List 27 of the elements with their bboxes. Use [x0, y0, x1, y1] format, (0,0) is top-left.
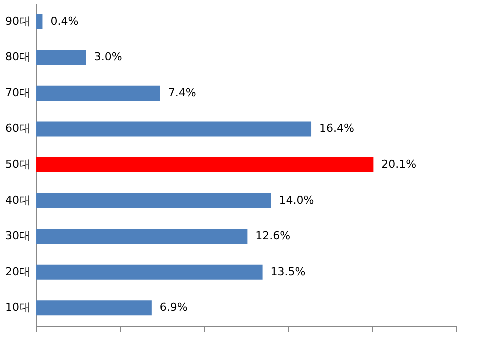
data-label: 6.9%	[160, 301, 188, 314]
y-tick-label: 40대	[6, 194, 30, 207]
bar	[36, 264, 263, 280]
bar	[36, 229, 248, 244]
y-tick-label: 90대	[6, 14, 30, 28]
data-label: 13.5%	[270, 265, 306, 278]
y-tick-label: 80대	[6, 50, 30, 64]
data-label: 20.1%	[382, 158, 417, 171]
data-label: 16.4%	[320, 122, 354, 136]
bar	[36, 122, 312, 137]
data-label: 7.4%	[168, 86, 196, 100]
data-label: 14.0%	[279, 194, 314, 207]
data-label: 3.0%	[94, 50, 122, 64]
bar	[36, 300, 152, 316]
bar	[36, 193, 272, 208]
data-label: 0.4%	[50, 14, 79, 28]
y-tick-label: 20대	[6, 265, 30, 278]
y-tick-label: 30대	[6, 230, 30, 243]
data-label: 12.6%	[256, 230, 291, 243]
bar	[36, 86, 160, 101]
y-tick-label: 70대	[6, 86, 30, 100]
bar	[36, 157, 374, 173]
bar	[36, 50, 86, 66]
y-tick-label: 50대	[6, 158, 30, 171]
y-tick-label: 60대	[6, 122, 30, 136]
bar	[36, 14, 43, 30]
y-tick-label: 10대	[6, 301, 30, 314]
